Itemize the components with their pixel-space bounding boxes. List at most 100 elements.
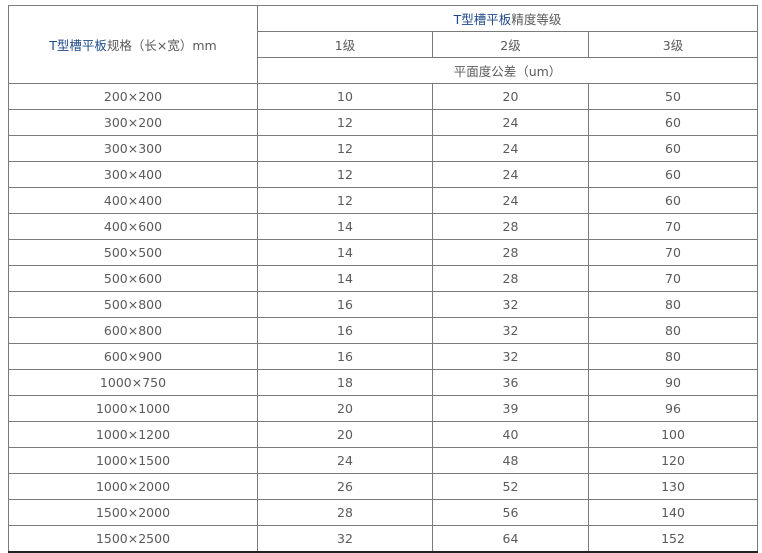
size-cell: 600×800: [8, 317, 258, 344]
size-cell: 500×800: [8, 291, 258, 318]
size-cell: 1000×1200: [8, 421, 258, 448]
tolerance-g2-cell: 20: [432, 83, 589, 110]
tolerance-g1-cell: 18: [257, 369, 433, 396]
tolerance-g2-cell: 64: [432, 525, 589, 553]
table-row: 600×800 16 32 80: [8, 317, 758, 344]
tolerance-g2-cell: 40: [432, 421, 589, 448]
header-row: T型槽平板规格（长×宽）mm T型槽平板精度等级: [8, 5, 758, 84]
size-cell: 400×600: [8, 213, 258, 240]
tolerance-g2-cell: 32: [432, 291, 589, 318]
tolerance-g1-cell: 14: [257, 213, 433, 240]
tolerance-g3-cell: 130: [588, 473, 758, 500]
tolerance-g3-cell: 60: [588, 161, 758, 188]
table-row: 1000×750 18 36 90: [8, 369, 758, 396]
tolerance-g3-cell: 70: [588, 213, 758, 240]
tolerance-g3-cell: 60: [588, 109, 758, 136]
table-row: 1000×2000 26 52 130: [8, 473, 758, 500]
tolerance-g3-cell: 152: [588, 525, 758, 553]
tolerance-g1-cell: 32: [257, 525, 433, 553]
table-row: 400×400 12 24 60: [8, 187, 758, 214]
size-cell: 300×400: [8, 161, 258, 188]
spec-header-rest: 规格（长×宽）mm: [106, 38, 217, 53]
tolerance-g3-cell: 96: [588, 395, 758, 422]
table-row: 500×500 14 28 70: [8, 239, 758, 266]
grade-header-highlight: T型槽平板: [453, 12, 512, 27]
tolerance-g2-cell: 24: [432, 187, 589, 214]
table-row: 300×300 12 24 60: [8, 135, 758, 162]
tolerance-g2-cell: 39: [432, 395, 589, 422]
tolerance-g3-cell: 140: [588, 499, 758, 526]
table-row: 1000×1000 20 39 96: [8, 395, 758, 422]
tolerance-g3-cell: 80: [588, 291, 758, 318]
grade-header-rest: 精度等级: [511, 12, 562, 27]
size-cell: 300×300: [8, 135, 258, 162]
size-cell: 500×500: [8, 239, 258, 266]
tolerance-g3-cell: 100: [588, 421, 758, 448]
grade-1-header: 1级: [257, 31, 433, 58]
table-row: 1500×2000 28 56 140: [8, 499, 758, 526]
tolerance-g1-cell: 28: [257, 499, 433, 526]
table-row: 500×800 16 32 80: [8, 291, 758, 318]
table-row: 200×200 10 20 50: [8, 83, 758, 110]
table-row: 1000×1500 24 48 120: [8, 447, 758, 474]
table-row: 500×600 14 28 70: [8, 265, 758, 292]
tolerance-g3-cell: 70: [588, 265, 758, 292]
tolerance-g1-cell: 16: [257, 291, 433, 318]
tolerance-g3-cell: 60: [588, 187, 758, 214]
tolerance-g3-cell: 50: [588, 83, 758, 110]
tolerance-g1-cell: 26: [257, 473, 433, 500]
tolerance-g1-cell: 16: [257, 343, 433, 370]
grade-3-header: 3级: [588, 31, 758, 58]
tolerance-g3-cell: 70: [588, 239, 758, 266]
size-cell: 500×600: [8, 265, 258, 292]
tolerance-g2-cell: 56: [432, 499, 589, 526]
tolerance-row: 平面度公差（um）: [9, 57, 758, 84]
tolerance-g3-cell: 80: [588, 317, 758, 344]
tolerance-g1-cell: 20: [257, 421, 433, 448]
tolerance-g1-cell: 14: [257, 265, 433, 292]
tolerance-g2-cell: 28: [432, 265, 589, 292]
size-cell: 1500×2500: [8, 525, 258, 553]
tolerance-g2-cell: 36: [432, 369, 589, 396]
tolerance-g1-cell: 12: [257, 161, 433, 188]
tolerance-g2-cell: 24: [432, 161, 589, 188]
size-cell: 1000×1000: [8, 395, 258, 422]
table-row: 600×900 16 32 80: [8, 343, 758, 370]
tolerance-g1-cell: 12: [257, 187, 433, 214]
tolerance-g3-cell: 90: [588, 369, 758, 396]
table-row: 1000×1200 20 40 100: [8, 421, 758, 448]
tolerance-g3-cell: 80: [588, 343, 758, 370]
tolerance-g1-cell: 16: [257, 317, 433, 344]
tolerance-header: 平面度公差（um）: [257, 57, 758, 84]
tolerance-g1-cell: 24: [257, 447, 433, 474]
tolerance-g2-cell: 24: [432, 135, 589, 162]
tolerance-g2-cell: 32: [432, 343, 589, 370]
size-cell: 600×900: [8, 343, 258, 370]
grade-header: T型槽平板精度等级: [257, 5, 758, 32]
grade-2-header: 2级: [432, 31, 589, 58]
size-cell: 1500×2000: [8, 499, 258, 526]
tolerance-g1-cell: 12: [257, 135, 433, 162]
spec-header: T型槽平板规格（长×宽）mm: [8, 5, 258, 84]
size-cell: 1000×750: [8, 369, 258, 396]
table-row: 300×200 12 24 60: [8, 109, 758, 136]
tolerance-g2-cell: 28: [432, 213, 589, 240]
tolerance-g3-cell: 120: [588, 447, 758, 474]
tolerance-g1-cell: 20: [257, 395, 433, 422]
tolerance-g2-cell: 32: [432, 317, 589, 344]
tolerance-g1-cell: 12: [257, 109, 433, 136]
tolerance-g2-cell: 24: [432, 109, 589, 136]
tolerance-g2-cell: 52: [432, 473, 589, 500]
size-cell: 400×400: [8, 187, 258, 214]
tolerance-g3-cell: 60: [588, 135, 758, 162]
spec-header-highlight: T型槽平板: [49, 38, 107, 53]
size-cell: 300×200: [8, 109, 258, 136]
table-row: 300×400 12 24 60: [8, 161, 758, 188]
tolerance-g1-cell: 14: [257, 239, 433, 266]
flatness-tolerance-table: T型槽平板规格（长×宽）mm T型槽平板精度等级 1级 2级 3级 平面度公差（…: [8, 5, 758, 553]
size-cell: 1000×2000: [8, 473, 258, 500]
table-row: 400×600 14 28 70: [8, 213, 758, 240]
tolerance-g1-cell: 10: [257, 83, 433, 110]
grade-row: 1级 2级 3级: [9, 31, 758, 58]
size-cell: 200×200: [8, 83, 258, 110]
